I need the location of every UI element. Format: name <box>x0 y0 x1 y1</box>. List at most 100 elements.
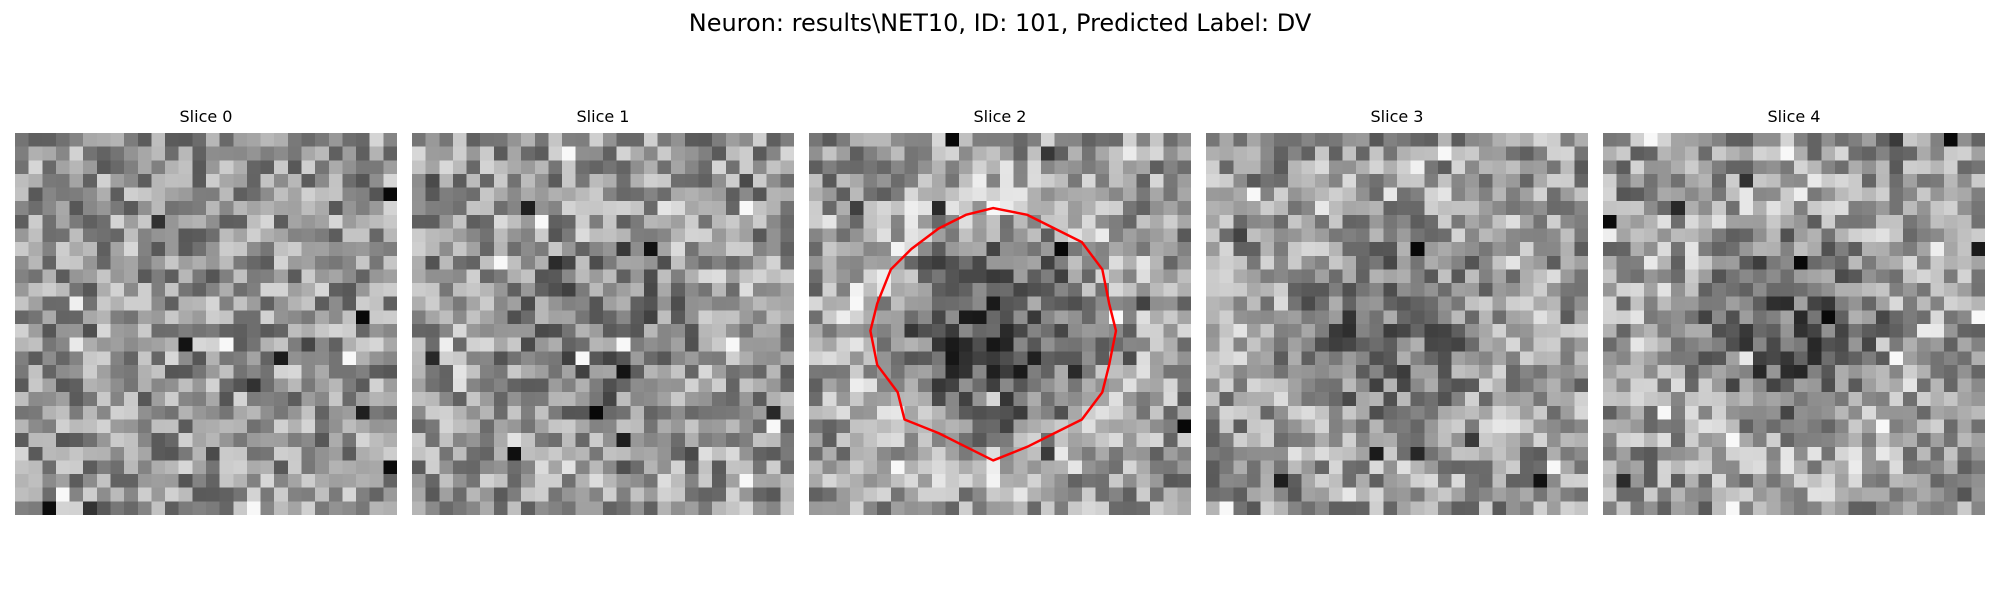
pixel-cell <box>1328 460 1343 475</box>
pixel-cell <box>739 146 754 161</box>
pixel-cell <box>1547 242 1561 257</box>
pixel-cell <box>1630 173 1645 188</box>
pixel-cell <box>589 201 604 216</box>
pixel-cell <box>206 460 220 475</box>
pixel-cell <box>83 337 98 352</box>
pixel-cell <box>1274 255 1289 270</box>
pixel-cell <box>534 474 549 488</box>
pixel-cell <box>562 460 576 475</box>
pixel-cell <box>548 296 563 311</box>
pixel-cell <box>575 474 590 488</box>
pixel-cell <box>1944 187 1958 202</box>
pixel-cell <box>589 160 604 175</box>
pixel-cell <box>589 242 604 257</box>
pixel-cell <box>1794 214 1808 229</box>
pixel-cell <box>328 378 343 393</box>
pixel-cell <box>616 201 631 216</box>
pixel-cell <box>1862 146 1877 161</box>
pixel-cell <box>1000 392 1014 407</box>
pixel-cell <box>1821 160 1836 175</box>
pixel-cell <box>1560 173 1575 188</box>
pixel-cell <box>1916 283 1931 297</box>
pixel-cell <box>616 296 631 311</box>
pixel-cell <box>766 474 781 488</box>
pixel-cell <box>96 296 111 311</box>
pixel-cell <box>959 501 973 515</box>
pixel-cell <box>480 269 495 284</box>
pixel-cell <box>1506 351 1521 366</box>
pixel-cell <box>15 433 29 448</box>
pixel-cell <box>725 487 740 502</box>
pixel-cell <box>328 187 343 202</box>
pixel-cell <box>315 255 330 270</box>
pixel-cell <box>1424 433 1439 448</box>
pixel-cell <box>260 269 275 284</box>
pixel-cell <box>356 160 370 175</box>
pixel-cell <box>1081 392 1096 407</box>
pixel-cell <box>521 405 536 420</box>
pixel-cell <box>1519 269 1534 284</box>
pixel-cell <box>246 337 261 352</box>
pixel-cell <box>1506 392 1521 407</box>
pixel-cell <box>1342 337 1357 352</box>
pixel-cell <box>165 487 179 502</box>
pixel-cell <box>863 146 878 161</box>
pixel-cell <box>1492 364 1507 379</box>
pixel-cell <box>1068 228 1083 243</box>
pixel-cell <box>1834 133 1849 147</box>
pixel-cell <box>1081 460 1096 475</box>
pixel-cell <box>1437 392 1452 407</box>
pixel-cell <box>945 242 960 257</box>
pixel-cell <box>1233 337 1248 352</box>
pixel-cell <box>1889 405 1904 420</box>
pixel-cell <box>1437 378 1452 393</box>
pixel-cell <box>1177 201 1191 216</box>
pixel-cell <box>315 146 330 161</box>
pixel-cell <box>562 310 576 325</box>
pixel-cell <box>1916 378 1931 393</box>
pixel-cell <box>1560 487 1575 502</box>
pixel-cell <box>1766 201 1781 216</box>
pixel-cell <box>1136 146 1151 161</box>
pixel-cell <box>1287 337 1302 352</box>
pixel-cell <box>1465 187 1480 202</box>
pixel-cell <box>110 201 125 216</box>
pixel-cell <box>301 351 316 366</box>
pixel-cell <box>1397 460 1411 475</box>
pixel-cell <box>124 255 139 270</box>
pixel-cell <box>630 474 645 488</box>
pixel-cell <box>412 242 426 257</box>
pixel-cell <box>822 487 837 502</box>
pixel-cell <box>192 201 207 216</box>
pixel-cell <box>1492 405 1507 420</box>
pixel-cell <box>684 364 699 379</box>
pixel-cell <box>425 446 440 461</box>
pixel-cell <box>1533 296 1548 311</box>
pixel-cell <box>657 392 672 407</box>
pixel-cell <box>1889 269 1904 284</box>
pixel-cell <box>1603 474 1617 488</box>
pixel-cell <box>233 378 248 393</box>
pixel-cell <box>1287 310 1302 325</box>
pixel-cell <box>466 133 481 147</box>
pixel-cell <box>110 364 125 379</box>
pixel-cell <box>1246 433 1261 448</box>
pixel-cell <box>1095 433 1110 448</box>
pixel-cell <box>603 310 617 325</box>
pixel-cell <box>1301 146 1316 161</box>
pixel-cell <box>137 324 152 338</box>
pixel-cell <box>1246 487 1261 502</box>
pixel-cell <box>425 133 440 147</box>
pixel-cell <box>287 310 302 325</box>
pixel-cell <box>1574 187 1588 202</box>
pixel-cell <box>1206 460 1220 475</box>
pixel-cell <box>1095 487 1110 502</box>
pixel-cell <box>698 392 713 407</box>
pixel-cell <box>972 324 987 338</box>
pixel-cell <box>1122 283 1137 297</box>
pixel-cell <box>192 501 207 515</box>
pixel-cell <box>1410 160 1425 175</box>
pixel-cell <box>1040 364 1055 379</box>
pixel-cell <box>15 460 29 475</box>
pixel-cell <box>1219 133 1234 147</box>
